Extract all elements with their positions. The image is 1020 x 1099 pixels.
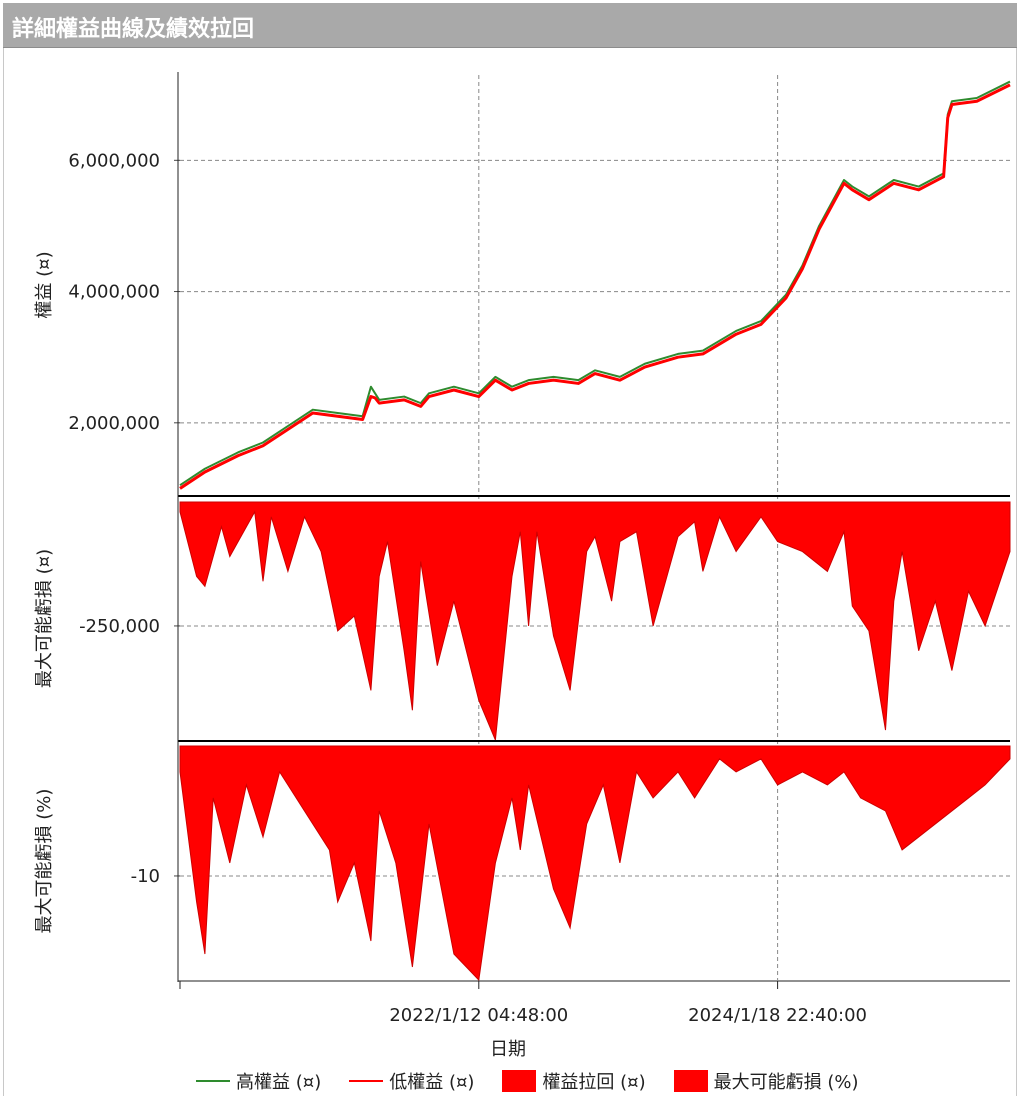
legend-label-low: 低權益 (¤) (389, 1072, 475, 1093)
legend-item-drawdown: 權益拉回 (¤) (502, 1068, 646, 1094)
legend-label-maxloss: 最大可能虧損 (%) (713, 1072, 859, 1093)
x-axis-label: 日期 (490, 1039, 526, 1060)
drawdown-area-p1 (179, 501, 1011, 741)
legend-swatch-high (196, 1080, 230, 1082)
legend-item-high: 高權益 (¤) (196, 1068, 321, 1094)
y-axis-label-p2: 最大可能虧損 (%) (34, 789, 55, 934)
series-line-low (179, 83, 1011, 490)
legend-swatch-drawdown (502, 1070, 537, 1092)
y-axis-label-p1: 最大可能虧損 (¤) (34, 549, 55, 688)
chart-title: 詳細權益曲線及績效拉回 (12, 17, 255, 42)
y-axis-label-p0: 權益 (¤) (34, 251, 55, 318)
title-bar: 詳細權益曲線及績效拉回 (3, 3, 1017, 48)
legend-item-maxloss: 最大可能虧損 (%) (673, 1068, 859, 1094)
chart-frame (3, 48, 1017, 1096)
y-tick-label-p2-0: -10 (131, 866, 160, 887)
legend: 高權益 (¤) 低權益 (¤) 權益拉回 (¤) 最大可能虧損 (%) (196, 1068, 887, 1094)
legend-swatch-maxloss (673, 1070, 708, 1092)
y-tick-label-p1-0: -250,000 (79, 616, 160, 637)
x-tick-label-0: 2022/1/12 04:48:00 (389, 1005, 568, 1026)
drawdown-area-p2 (179, 745, 1011, 982)
y-tick-label-p0-0: 6,000,000 (68, 150, 160, 171)
y-tick-label-p0-1: 4,000,000 (68, 282, 160, 303)
y-tick-label-p0-2: 2,000,000 (68, 413, 160, 434)
legend-label-drawdown: 權益拉回 (¤) (542, 1072, 646, 1093)
x-tick-label-1: 2024/1/18 22:40:00 (688, 1005, 867, 1026)
legend-item-low: 低權益 (¤) (349, 1068, 474, 1094)
legend-swatch-low (349, 1080, 384, 1082)
legend-label-high: 高權益 (¤) (236, 1072, 322, 1093)
series-line-high (179, 80, 1011, 486)
